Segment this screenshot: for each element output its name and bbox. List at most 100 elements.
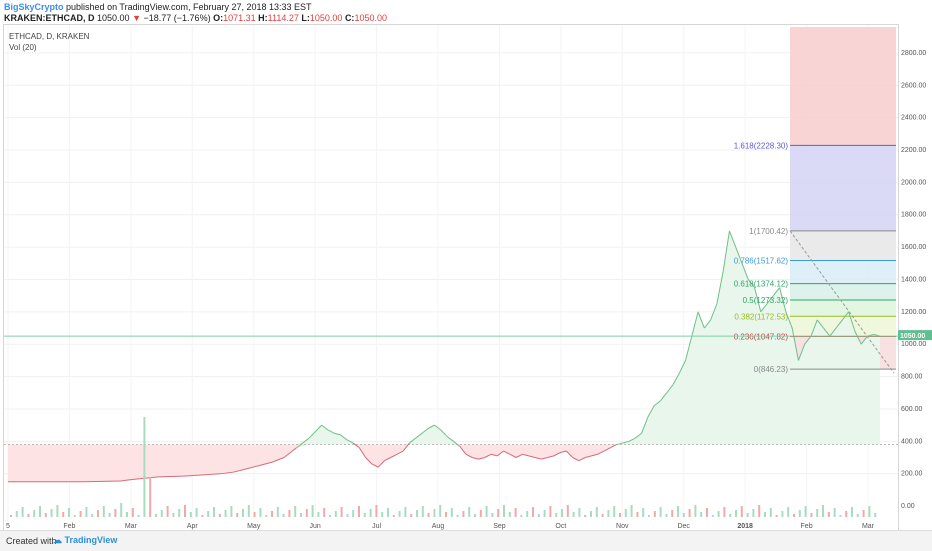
volume-bar: [729, 514, 732, 517]
volume-bar: [300, 513, 302, 517]
fib-level-label: 0.236(1047.82): [734, 332, 789, 341]
volume-bar: [810, 513, 813, 517]
price-line-segment: [728, 230, 737, 248]
volume-bar: [44, 513, 47, 517]
volume-bar: [671, 510, 674, 517]
volume-bar: [149, 477, 152, 517]
volume-indicator-label[interactable]: Vol (20): [9, 43, 37, 52]
price-line-segment: [340, 434, 348, 441]
volume-bar: [532, 507, 534, 517]
price-line-segment: [453, 440, 460, 447]
price-axis[interactable]: 200.00 400.00 600.00 800.00 1000.00 1200.00 14…: [898, 24, 932, 530]
volume-bar: [688, 509, 691, 517]
volume-bar: [497, 509, 500, 517]
volume-bar: [706, 508, 708, 517]
tradingview-logo[interactable]: ☁ TradingView: [53, 535, 117, 546]
volume-bar: [613, 506, 616, 517]
volume-bar: [462, 511, 465, 517]
low-label: L:: [301, 13, 310, 23]
volume-bar: [305, 509, 308, 517]
volume-bar: [120, 503, 123, 517]
price-line-segment: [553, 452, 561, 457]
price-line-segment: [779, 287, 787, 312]
volume-bar: [775, 515, 778, 517]
price-line-segment: [308, 424, 323, 439]
volume-bar: [230, 506, 233, 517]
volume-bar: [68, 508, 70, 517]
price-line-segment: [578, 457, 586, 462]
volume-bar: [346, 514, 349, 517]
price-line-segment: [616, 442, 623, 446]
volume-bar: [410, 514, 413, 517]
high-label: H:: [258, 13, 268, 23]
price-line-segment: [860, 335, 868, 345]
volume-bar: [456, 515, 459, 517]
high-value: 1114.27: [267, 13, 299, 23]
volume-bar: [427, 513, 430, 517]
low-value: 1050.00: [309, 13, 343, 23]
volume-bar: [178, 509, 181, 517]
fib-zone: [790, 283, 896, 300]
volume-bar: [108, 513, 111, 517]
volume-bar: [653, 511, 656, 517]
close-value: 1050.00: [354, 13, 387, 23]
last-price: 1050.00: [97, 13, 130, 23]
change-down-icon: ▼: [132, 13, 141, 23]
x-tick-label: Apr: [187, 523, 199, 530]
price-chart[interactable]: 5 Feb Mar Apr May Jun Jul Aug Sep Oct Nov Dec 2018 Fe…: [4, 25, 898, 530]
price-line-segment: [597, 450, 605, 455]
author-link[interactable]: BigSkyCrypto: [4, 2, 64, 12]
volume-bar: [781, 511, 784, 517]
chart-pane[interactable]: 5 Feb Mar Apr May Jun Jul Aug Sep Oct Nov Dec 2018 Fe…: [3, 24, 899, 531]
price-line-segment: [484, 453, 492, 458]
volume-bar: [137, 515, 140, 517]
volume-bar: [50, 509, 53, 517]
price-line-segment: [804, 335, 812, 345]
volume-bar: [97, 510, 99, 517]
volume-bar: [445, 512, 447, 517]
y-tick-label: 2200.00: [901, 147, 926, 154]
volume-bar: [311, 505, 314, 517]
volume-bar: [247, 505, 250, 517]
y-tick-label: 1000.00: [901, 341, 926, 348]
fib-level-label: 0.382(1172.53): [734, 312, 788, 321]
fib-level-label: 0.786(1517.62): [734, 256, 789, 265]
fib-level-label: 1.618(2228.30): [734, 141, 789, 150]
volume-bar: [566, 505, 569, 517]
price-line-segment: [622, 440, 630, 444]
volume-bar: [642, 508, 645, 517]
x-tick-label: Feb: [801, 523, 813, 530]
fib-level-label: 0(846.23): [754, 365, 789, 374]
area-below-baseline: [8, 444, 880, 482]
volume-bar: [381, 512, 384, 517]
price-line-segment: [528, 455, 536, 458]
price-line-segment: [735, 246, 743, 264]
volume-bar: [79, 511, 82, 517]
volume-bar: [798, 510, 801, 517]
volume-bar: [764, 512, 766, 517]
volume-bar: [590, 511, 592, 517]
y-tick-label: 1600.00: [901, 244, 926, 251]
price-line-segment: [271, 457, 285, 463]
volume-bar: [271, 511, 273, 517]
volume-bar: [317, 512, 320, 517]
fib-zone: [790, 260, 896, 284]
price-line-segment: [760, 303, 768, 313]
area-above-baseline: [8, 230, 880, 445]
chart-title: ETHCAD, D, KRAKEN: [9, 32, 90, 41]
volume-bar: [468, 507, 471, 517]
price-line-segment: [421, 427, 429, 434]
volume-bar: [201, 515, 204, 517]
price-line-segment: [585, 455, 592, 458]
fib-zone: [790, 145, 896, 231]
price-line-segment: [829, 327, 837, 337]
volume-bar: [392, 515, 395, 517]
published-text: published on TradingView.com, February 2…: [66, 2, 312, 12]
volume-bar: [816, 509, 819, 517]
volume-bar: [56, 505, 59, 517]
price-line-segment: [233, 468, 247, 473]
price-line-segment: [823, 327, 831, 337]
price-line-segment: [854, 331, 862, 345]
volume-bar: [276, 507, 279, 517]
price-line-segment: [334, 432, 341, 436]
